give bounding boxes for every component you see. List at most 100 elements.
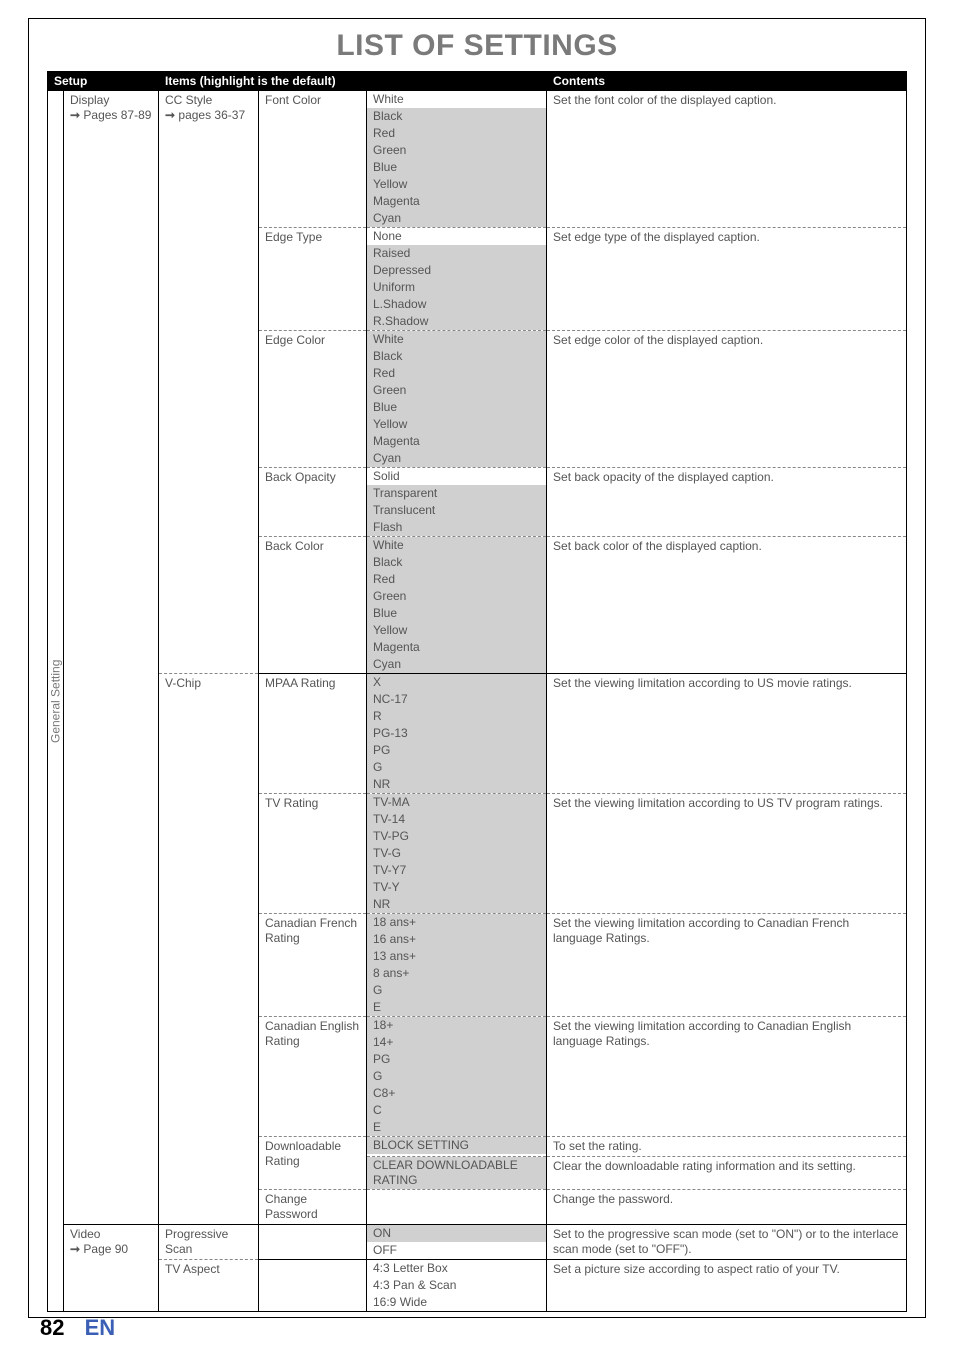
option-value: Yellow	[367, 416, 546, 433]
options-cell: CLEAR DOWNLOADABLE RATING	[367, 1157, 547, 1190]
option-value: Green	[367, 382, 546, 399]
setup-label: Display	[70, 93, 152, 108]
options-cell: WhiteBlackRedGreenBlueYellowMagentaCyan	[367, 91, 547, 228]
option-value: PG	[367, 742, 546, 759]
option-value: Flash	[367, 519, 546, 536]
table-row: V-ChipMPAA RatingXNC-17RPG-13PGGNRSet th…	[48, 674, 907, 794]
option-value: TV-MA	[367, 794, 546, 811]
substyle-cell: Progressive Scan	[159, 1225, 259, 1260]
table-row: Video➞ Page 90Progressive ScanONOFFSet t…	[48, 1225, 907, 1260]
vertical-category-label: General Setting	[48, 91, 64, 1312]
option-value: NR	[367, 896, 546, 913]
options-cell: BLOCK SETTING	[367, 1137, 547, 1157]
arrow-icon: ➞	[165, 108, 175, 123]
option-value: Transparent	[367, 485, 546, 502]
option-value: TV-PG	[367, 828, 546, 845]
setting-name-cell: MPAA Rating	[259, 674, 367, 794]
option-value: BLOCK SETTING	[367, 1137, 546, 1154]
setting-name-cell: Edge Type	[259, 228, 367, 331]
option-value: TV-14	[367, 811, 546, 828]
option-value: X	[367, 674, 546, 691]
page-reference: ➞ Pages 87-89	[70, 108, 152, 123]
setting-name-cell: TV Rating	[259, 794, 367, 914]
substyle-label: Progressive Scan	[165, 1227, 252, 1257]
option-value: Cyan	[367, 210, 546, 227]
option-value: Blue	[367, 605, 546, 622]
options-cell: SolidTransparentTranslucentFlash	[367, 468, 547, 537]
setting-name-cell: Downloadable Rating	[259, 1137, 367, 1190]
option-value: Yellow	[367, 622, 546, 639]
option-value: C	[367, 1102, 546, 1119]
contents-cell: Set edge type of the displayed caption.	[547, 228, 907, 331]
option-value: Solid	[367, 468, 546, 485]
option-value: 8 ans+	[367, 965, 546, 982]
contents-cell: To set the rating.	[547, 1137, 907, 1157]
substyle-label: TV Aspect	[165, 1262, 252, 1277]
option-value: Magenta	[367, 639, 546, 656]
option-value: 13 ans+	[367, 948, 546, 965]
options-cell: ONOFF	[367, 1225, 547, 1260]
option-value: 14+	[367, 1034, 546, 1051]
option-value: R.Shadow	[367, 313, 546, 330]
option-value: Translucent	[367, 502, 546, 519]
option-value: 16:9 Wide	[367, 1294, 546, 1311]
option-value: Raised	[367, 245, 546, 262]
option-value: E	[367, 999, 546, 1016]
options-cell: XNC-17RPG-13PGGNR	[367, 674, 547, 794]
options-cell	[367, 1190, 547, 1225]
option-value: White	[367, 331, 546, 348]
option-value: Red	[367, 365, 546, 382]
setting-name-cell	[259, 1260, 367, 1312]
options-cell: TV-MATV-14TV-PGTV-GTV-Y7TV-YNR	[367, 794, 547, 914]
option-value: TV-G	[367, 845, 546, 862]
option-value: Magenta	[367, 433, 546, 450]
table-row: TV Aspect 4:3 Letter Box4:3 Pan & Scan16:…	[48, 1260, 907, 1312]
contents-cell: Set the viewing limitation according to …	[547, 914, 907, 1017]
page-number: 82	[40, 1315, 64, 1340]
options-cell: 18+14+PGGC8+CE	[367, 1017, 547, 1137]
table-row: General SettingDisplay➞ Pages 87-89CC St…	[48, 91, 907, 228]
option-value: Cyan	[367, 450, 546, 467]
option-value: White	[367, 91, 546, 108]
setting-name-cell: Change Password	[259, 1190, 367, 1225]
table-header-row: Setup Items (highlight is the default) C…	[48, 72, 907, 91]
option-value: 4:3 Pan & Scan	[367, 1277, 546, 1294]
option-value: TV-Y	[367, 879, 546, 896]
substyle-cell: V-Chip	[159, 674, 259, 1225]
option-value: TV-Y7	[367, 862, 546, 879]
option-value: Green	[367, 142, 546, 159]
option-value: Uniform	[367, 279, 546, 296]
option-value: R	[367, 708, 546, 725]
settings-table: Setup Items (highlight is the default) C…	[47, 71, 907, 1312]
option-value: 4:3 Letter Box	[367, 1260, 546, 1277]
option-value: None	[367, 228, 546, 245]
option-value: Depressed	[367, 262, 546, 279]
arrow-icon: ➞	[70, 108, 80, 123]
options-cell: NoneRaisedDepressedUniformL.ShadowR.Shad…	[367, 228, 547, 331]
contents-cell: Set the viewing limitation according to …	[547, 794, 907, 914]
page-title: LIST OF SETTINGS	[47, 29, 907, 63]
setup-label: Video	[70, 1227, 152, 1242]
option-value: L.Shadow	[367, 296, 546, 313]
page-footer: 82 EN	[40, 1315, 115, 1341]
header-contents: Contents	[547, 72, 907, 91]
option-value: Yellow	[367, 176, 546, 193]
page-reference: ➞ Page 90	[70, 1242, 152, 1257]
option-value: G	[367, 982, 546, 999]
page-language: EN	[85, 1315, 116, 1340]
setting-name-cell: Back Color	[259, 537, 367, 674]
substyle-label: V-Chip	[165, 676, 252, 691]
option-value: NC-17	[367, 691, 546, 708]
substyle-cell: CC Style➞ pages 36-37	[159, 91, 259, 674]
contents-cell: Set the viewing limitation according to …	[547, 674, 907, 794]
option-value: 18+	[367, 1017, 546, 1034]
substyle-label: CC Style	[165, 93, 252, 108]
setup-cell: Display➞ Pages 87-89	[64, 91, 159, 1225]
options-cell: 18 ans+16 ans+13 ans+ 8 ans+GE	[367, 914, 547, 1017]
arrow-icon: ➞	[70, 1242, 80, 1257]
option-value: Red	[367, 125, 546, 142]
setting-name-cell: Edge Color	[259, 331, 367, 468]
substyle-cell: TV Aspect	[159, 1260, 259, 1312]
option-value: 16 ans+	[367, 931, 546, 948]
option-value: White	[367, 537, 546, 554]
